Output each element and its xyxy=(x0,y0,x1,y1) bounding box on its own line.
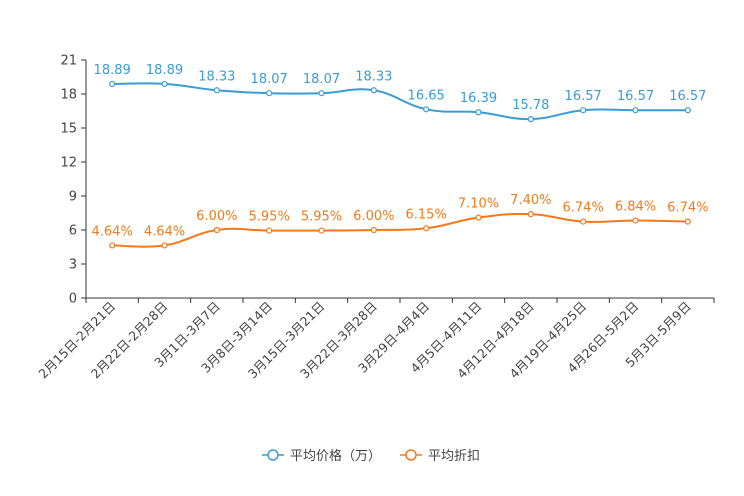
data-label: 16.39 xyxy=(460,91,497,106)
data-point xyxy=(475,214,482,221)
data-label: 18.89 xyxy=(94,63,131,78)
data-label: 6.00% xyxy=(196,209,237,224)
data-point xyxy=(527,116,534,123)
data-point xyxy=(527,211,534,218)
data-point xyxy=(632,107,639,114)
data-label: 18.07 xyxy=(251,72,288,87)
legend-marker xyxy=(267,449,279,461)
data-point xyxy=(213,226,220,234)
data-point xyxy=(318,227,325,234)
data-label: 6.84% xyxy=(615,199,656,214)
data-point xyxy=(370,226,377,234)
y-tick-label: 15 xyxy=(60,122,77,137)
data-label: 16.57 xyxy=(669,89,706,104)
data-label: 6.74% xyxy=(667,201,708,216)
data-point xyxy=(684,218,691,225)
data-point xyxy=(161,80,168,88)
data-label: 6.15% xyxy=(406,207,447,222)
data-point xyxy=(580,107,587,114)
y-tick-label: 0 xyxy=(69,292,77,307)
x-axis: 2月15日-2月21日2月22日-2月28日3月1日-3月7日3月8日-3月14… xyxy=(35,297,715,381)
data-label: 7.40% xyxy=(510,193,551,208)
y-tick-label: 3 xyxy=(69,258,77,273)
data-label: 16.57 xyxy=(617,89,654,104)
legend-marker xyxy=(405,449,417,461)
data-label: 15.78 xyxy=(512,98,549,113)
data-label: 18.33 xyxy=(198,69,235,84)
series-0: 18.89 18.89 18.33 18.07 18.07 18.33 16.65 16.39… xyxy=(94,63,706,123)
series-layer: 18.89 18.89 18.33 18.07 18.07 18.33 16.65 16.39… xyxy=(92,63,708,249)
data-label: 16.65 xyxy=(408,88,445,103)
series-line xyxy=(112,82,688,121)
y-tick-label: 18 xyxy=(60,88,77,103)
data-label: 5.95% xyxy=(301,210,342,225)
y-tick-label: 12 xyxy=(60,156,77,171)
data-point xyxy=(266,90,273,97)
data-label: 6.00% xyxy=(353,209,394,224)
legend-label: 平均折扣 xyxy=(428,449,480,464)
y-axis: 0 3 6 9 12 15 18 21 xyxy=(60,54,87,307)
data-point xyxy=(423,106,430,113)
series-line xyxy=(112,212,688,248)
data-point xyxy=(213,87,220,94)
data-point xyxy=(475,109,482,116)
data-label: 18.89 xyxy=(146,63,183,78)
data-point xyxy=(684,107,691,114)
y-tick-label: 6 xyxy=(69,224,77,239)
legend: 平均价格（万） 平均折扣 xyxy=(262,448,480,464)
data-label: 7.10% xyxy=(458,197,499,212)
data-label: 18.33 xyxy=(355,69,392,84)
legend-label: 平均价格（万） xyxy=(290,448,381,464)
data-label: 18.07 xyxy=(303,72,340,87)
data-point xyxy=(580,218,587,225)
data-point xyxy=(370,87,377,94)
data-point xyxy=(423,225,430,232)
data-point xyxy=(109,80,116,88)
data-label: 4.64% xyxy=(92,224,133,239)
data-point xyxy=(318,90,325,97)
legend-item-1: 平均折扣 xyxy=(400,449,480,464)
y-tick-label: 21 xyxy=(60,54,77,69)
data-label: 4.64% xyxy=(144,224,185,239)
y-tick-label: 9 xyxy=(69,190,77,205)
legend-item-0: 平均价格（万） xyxy=(262,448,381,464)
data-point xyxy=(632,217,639,224)
data-label: 6.74% xyxy=(563,201,604,216)
data-label: 16.57 xyxy=(565,89,602,104)
data-label: 5.95% xyxy=(249,210,290,225)
series-1: 4.64% 4.64% 6.00% 5.95% 5.95% 6.00% 6.15% 7.10%… xyxy=(92,193,708,249)
data-point xyxy=(109,242,116,249)
data-point xyxy=(266,227,273,234)
data-point xyxy=(161,242,168,249)
